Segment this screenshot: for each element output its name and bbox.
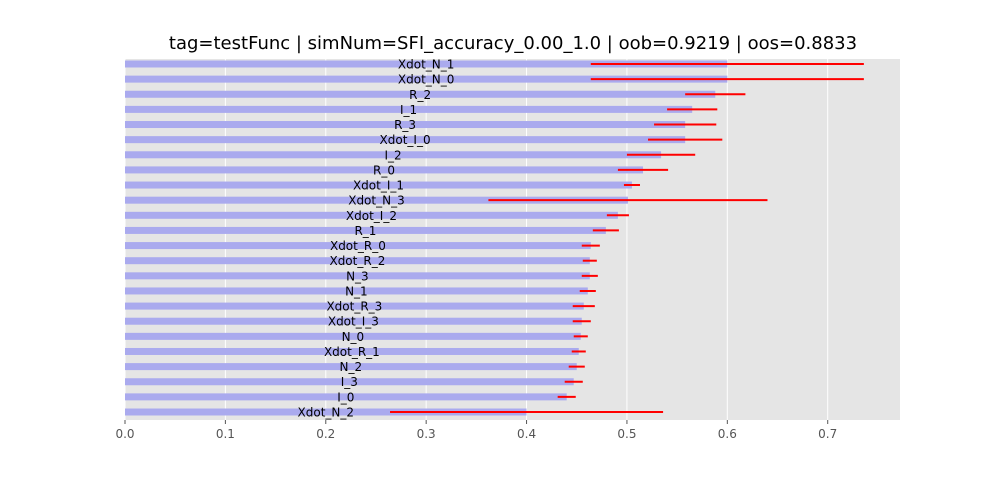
x-tick-label: 0.4 [517, 427, 536, 441]
bar-label: I_1 [400, 103, 417, 117]
bar-label: N_3 [346, 269, 369, 283]
bar-label: N_0 [342, 330, 365, 344]
bar [125, 287, 588, 295]
bar-label: I_2 [384, 148, 401, 162]
bar-label: Xdot_R_1 [324, 345, 380, 359]
bar-label: Xdot_I_0 [380, 133, 431, 147]
bar-label: Xdot_N_2 [298, 406, 355, 420]
bar [125, 151, 662, 159]
x-tick-label: 0.5 [617, 427, 636, 441]
grid-lines [124, 59, 829, 420]
bar-label: N_2 [340, 360, 363, 374]
x-tick-label: 0.0 [115, 427, 134, 441]
bar-label: Xdot_R_2 [329, 254, 385, 268]
bar [125, 378, 574, 386]
plot-background [125, 59, 900, 420]
x-tick-label: 0.2 [316, 427, 335, 441]
bar-label: Xdot_N_3 [348, 194, 405, 208]
bar [125, 60, 728, 68]
bar [125, 408, 527, 416]
bar [125, 302, 584, 310]
bar [125, 90, 716, 98]
x-axis-ticks: 0.0 0.1 0.2 0.3 0.4 0.5 0.6 0.7 [115, 420, 837, 441]
bar [125, 105, 693, 113]
bar [125, 317, 582, 325]
bar [125, 393, 567, 401]
x-tick-label: 0.6 [718, 427, 737, 441]
bar-label: Xdot_I_1 [353, 179, 404, 193]
bars [125, 60, 728, 416]
x-tick-label: 0.3 [417, 427, 436, 441]
bar-label: N_1 [345, 284, 368, 298]
error-bars [390, 63, 864, 413]
bar-label: Xdot_R_0 [330, 239, 386, 253]
chart-title: tag=testFunc | simNum=SFI_accuracy_0.00_… [169, 33, 857, 54]
bar-label: Xdot_N_0 [398, 73, 455, 87]
bar [125, 242, 591, 250]
bar [125, 211, 618, 219]
bar-label: Xdot_R_3 [326, 300, 382, 314]
bar [125, 166, 644, 174]
bar [125, 363, 577, 371]
bar [125, 196, 628, 204]
x-tick-label: 0.7 [818, 427, 837, 441]
bar-label: Xdot_I_2 [346, 209, 397, 223]
bar [125, 332, 581, 340]
bar [125, 347, 579, 355]
bar [125, 121, 686, 129]
bar [125, 75, 728, 83]
bar-label: R_0 [373, 163, 395, 177]
bar-label: Xdot_I_3 [328, 315, 379, 329]
bar-label: I_0 [337, 390, 354, 404]
bar-label: R_1 [354, 224, 376, 238]
x-tick-label: 0.1 [216, 427, 235, 441]
bar [125, 272, 590, 280]
bar-label: R_3 [394, 118, 416, 132]
bar [125, 136, 686, 144]
bar-label: Xdot_N_1 [398, 58, 455, 72]
bar [125, 257, 590, 265]
bar [125, 226, 606, 234]
bar-label: R_2 [409, 88, 431, 102]
bar-label: I_3 [341, 375, 358, 389]
bar [125, 181, 632, 189]
